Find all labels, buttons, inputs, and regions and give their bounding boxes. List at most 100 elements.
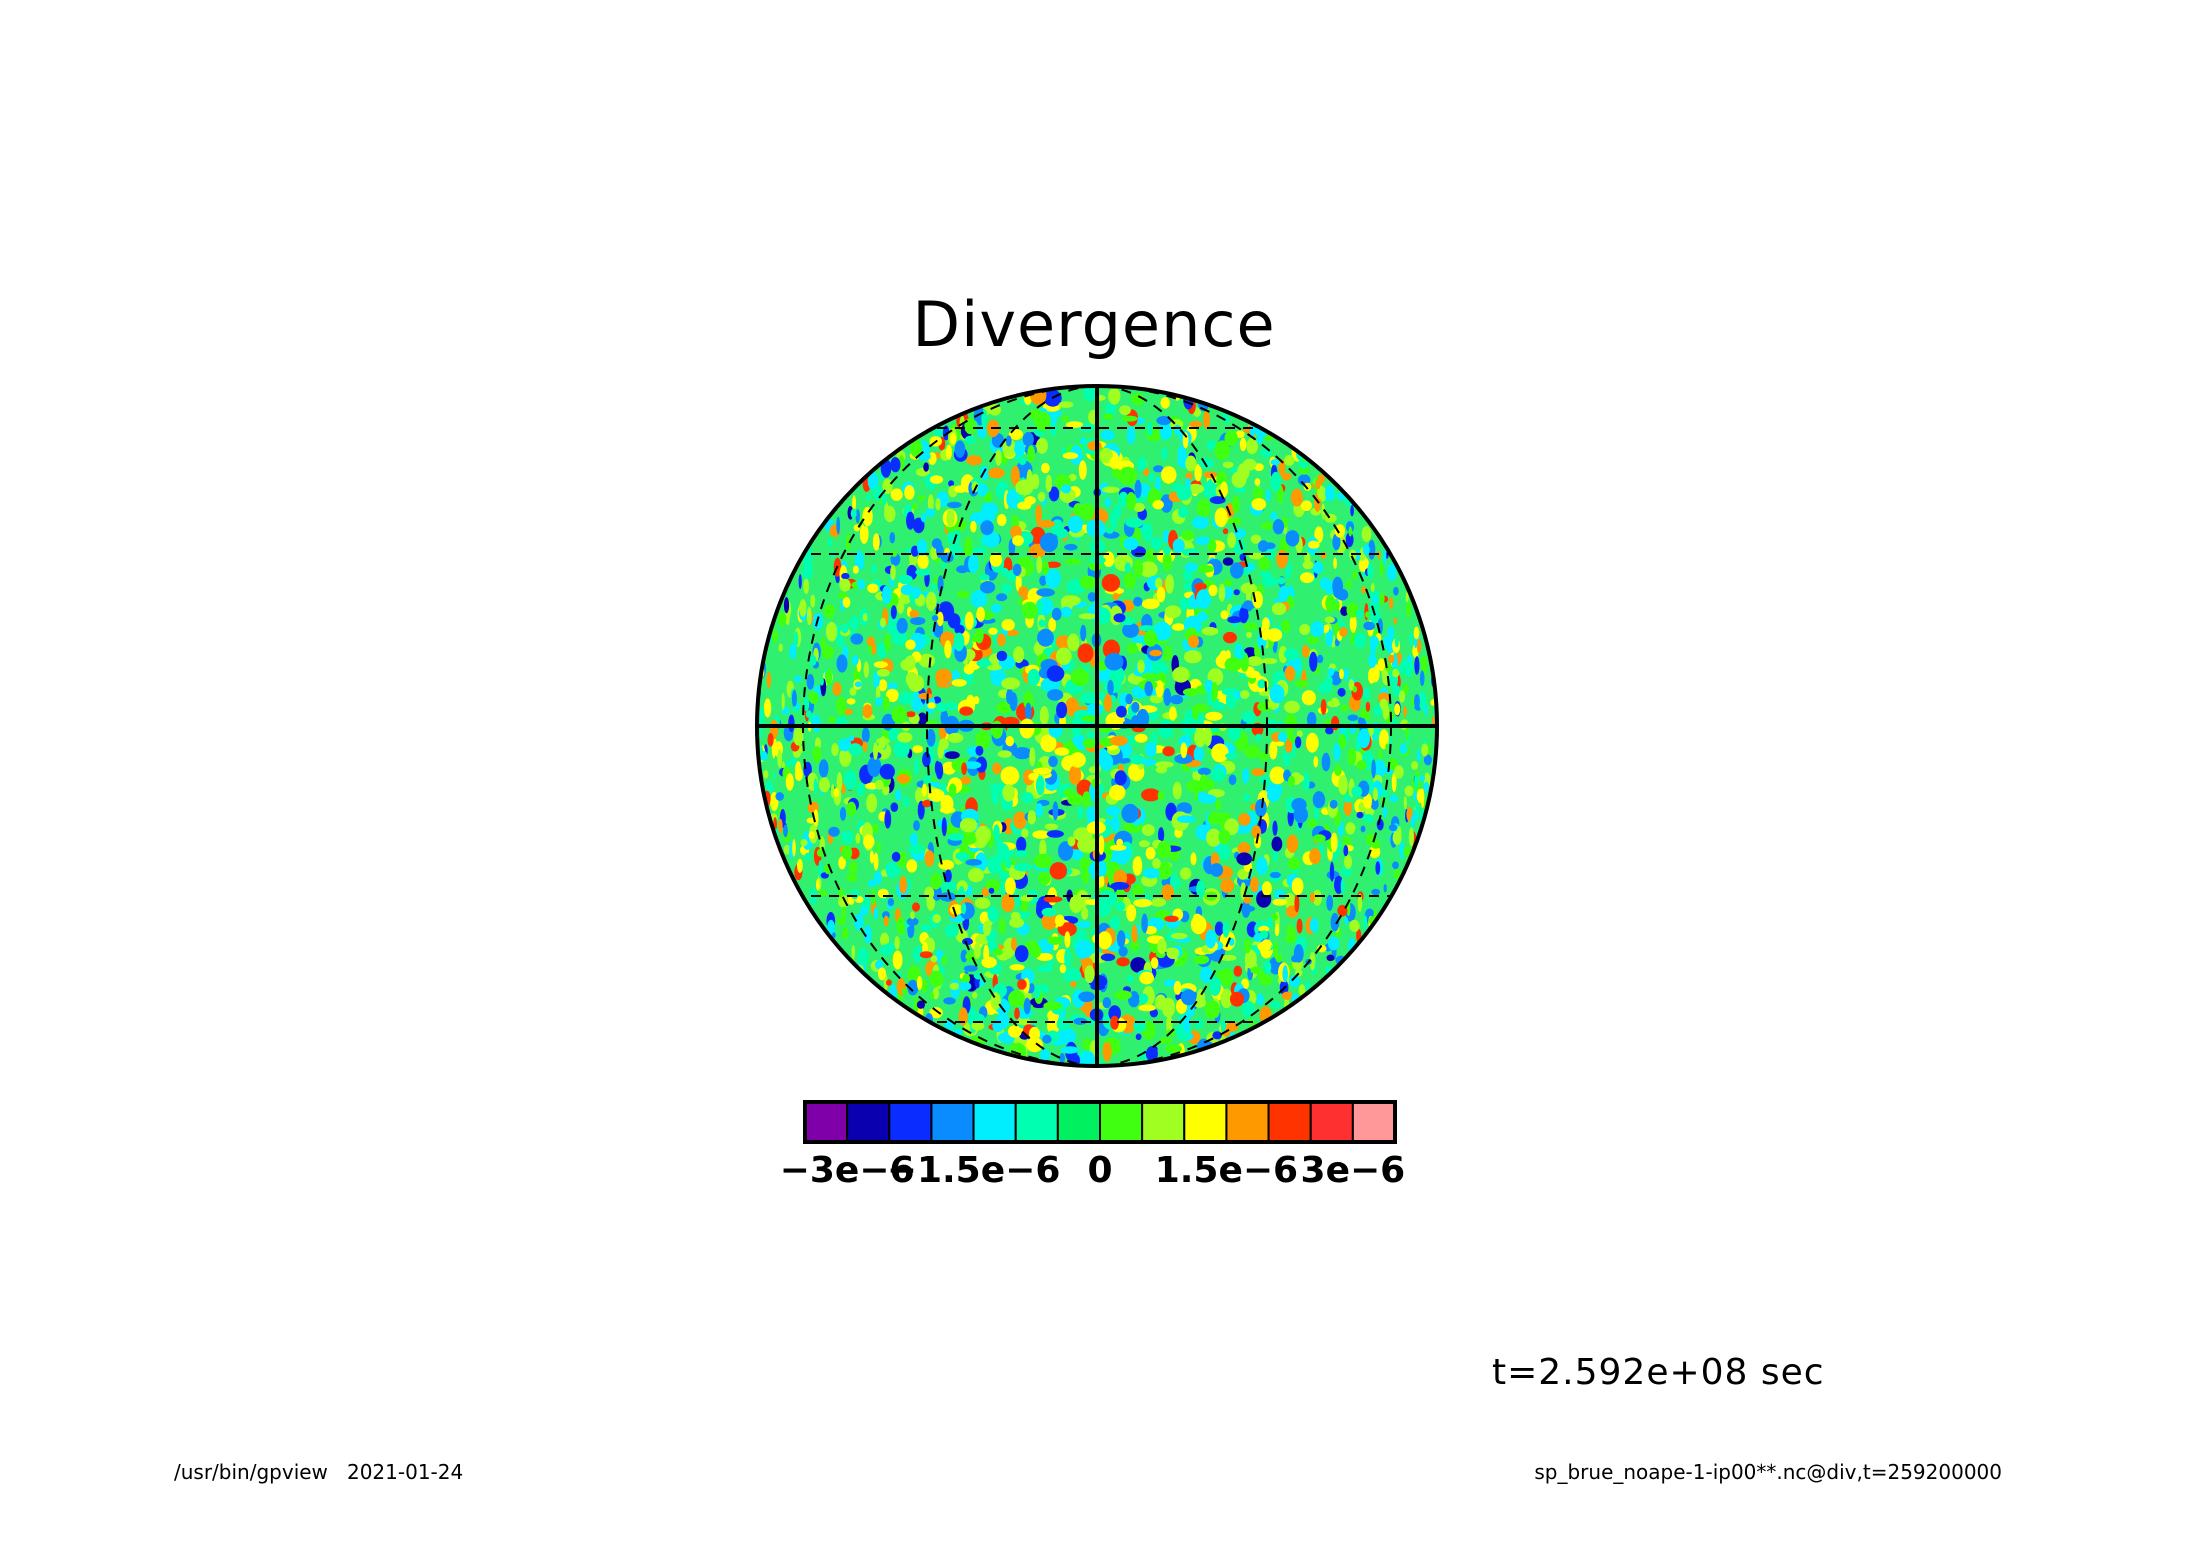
field-blob [1037, 965, 1053, 973]
field-blob [946, 702, 959, 711]
field-blob [1080, 503, 1095, 521]
field-blob [1086, 806, 1098, 820]
field-blob [1269, 871, 1281, 879]
field-blob [1060, 606, 1072, 618]
field-blob [867, 472, 879, 491]
field-blob [939, 892, 956, 902]
field-blob [1170, 932, 1188, 940]
field-blob [1157, 840, 1171, 859]
field-blob [1277, 577, 1286, 585]
field-blob [916, 495, 926, 502]
field-blob [1071, 847, 1083, 861]
field-blob [1078, 613, 1097, 620]
field-blob [1319, 577, 1330, 590]
field-blob [886, 862, 901, 878]
field-blob [1158, 827, 1165, 843]
field-blob [966, 455, 982, 466]
field-blob [1415, 799, 1419, 817]
field-blob [1321, 503, 1326, 520]
field-blob [1122, 622, 1140, 638]
field-blob [1141, 824, 1155, 836]
field-blob [1036, 588, 1055, 597]
field-blob [1339, 627, 1348, 637]
field-blob [1133, 596, 1143, 607]
field-blob [975, 745, 984, 756]
field-blob [991, 788, 1000, 805]
field-blob [812, 746, 822, 763]
field-blob [1260, 447, 1272, 458]
field-blob [1274, 923, 1280, 937]
field-blob [1087, 440, 1102, 451]
field-blob [1281, 991, 1293, 1000]
field-blob [1227, 532, 1236, 549]
field-blob [785, 615, 790, 626]
field-blob [1243, 622, 1258, 631]
field-blob [1078, 991, 1095, 1003]
field-blob [1042, 1034, 1052, 1044]
field-blob [816, 878, 820, 891]
field-blob [1068, 765, 1082, 785]
field-blob [781, 693, 785, 710]
field-blob [1014, 1007, 1020, 1020]
field-blob [1027, 445, 1035, 463]
field-blob [1387, 626, 1395, 637]
field-blob [976, 659, 992, 668]
colorbar-swatch [1309, 1101, 1354, 1143]
field-blob [1382, 549, 1387, 566]
field-blob [930, 955, 938, 963]
field-blob [1218, 844, 1231, 860]
field-blob [1052, 801, 1059, 821]
field-blob [1214, 921, 1224, 936]
field-blob [991, 720, 1003, 739]
field-blob [960, 949, 968, 963]
field-blob [1040, 734, 1057, 753]
field-blob [1080, 692, 1099, 704]
field-blob [877, 642, 888, 658]
field-blob [1285, 561, 1292, 579]
field-blob [802, 567, 810, 579]
field-blob [1013, 747, 1032, 760]
field-blob [1057, 1027, 1076, 1045]
field-blob [1343, 667, 1349, 681]
field-blob [1334, 765, 1342, 776]
field-blob [1173, 980, 1182, 995]
field-blob [1293, 944, 1304, 963]
field-blob [1009, 692, 1018, 712]
field-blob [1320, 699, 1327, 715]
field-blob [828, 716, 836, 724]
field-blob [793, 727, 804, 746]
field-blob [981, 502, 999, 517]
field-blob [1010, 465, 1020, 486]
colorbar-swatch [888, 1101, 933, 1143]
field-blob [1232, 538, 1246, 554]
field-blob [1251, 768, 1265, 776]
field-blob [1121, 803, 1139, 824]
field-blob [824, 604, 835, 619]
field-blob [945, 444, 953, 460]
field-blob [1258, 752, 1269, 762]
field-blob [1132, 856, 1143, 876]
field-blob [820, 637, 826, 650]
field-blob [876, 842, 882, 853]
field-blob [803, 578, 810, 594]
field-blob [1082, 1038, 1092, 1051]
field-blob [1404, 661, 1414, 677]
field-blob [1380, 788, 1389, 799]
field-blob [1079, 857, 1091, 871]
field-blob [1211, 743, 1229, 763]
field-blob [1354, 632, 1366, 649]
field-blob [1271, 913, 1279, 921]
field-blob [1210, 863, 1224, 877]
field-blob [954, 440, 966, 459]
field-blob [1391, 772, 1397, 793]
field-blob [981, 409, 988, 429]
field-blob [1056, 701, 1068, 719]
field-blob [1332, 533, 1341, 551]
field-blob [974, 897, 991, 909]
field-blob [940, 631, 955, 648]
field-blob [962, 973, 971, 984]
field-blob [1369, 609, 1381, 624]
field-blob [1000, 766, 1020, 786]
field-blob [1055, 635, 1072, 649]
field-blob [1327, 667, 1335, 677]
